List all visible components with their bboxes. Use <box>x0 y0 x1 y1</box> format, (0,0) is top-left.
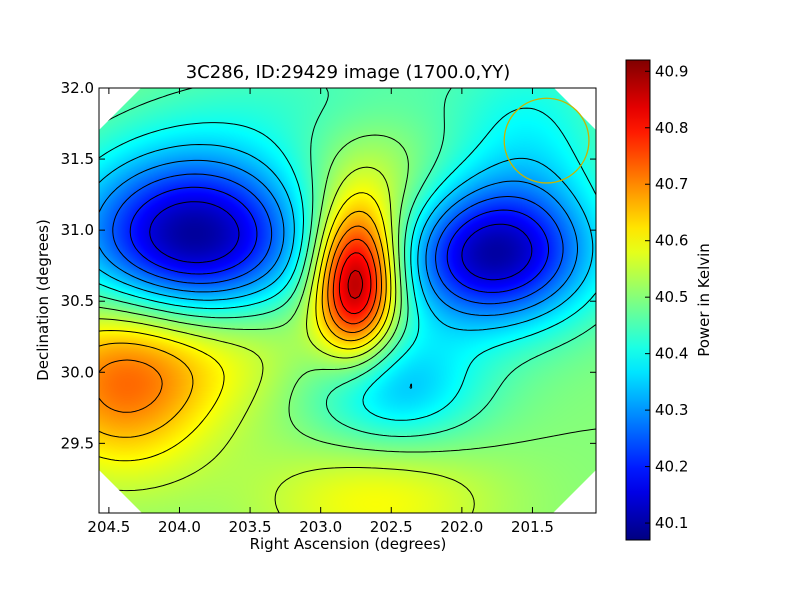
contour-level-1 <box>129 186 549 293</box>
colorbar-tick-label: 40.7 <box>655 175 688 193</box>
x-axis-title: Right Ascension (degrees) <box>250 535 447 553</box>
x-tick-label: 203.0 <box>299 518 342 536</box>
contour-level-3 <box>99 159 578 316</box>
y-tick-label: 29.5 <box>61 434 94 452</box>
contour-level-12 <box>332 238 377 325</box>
colorbar: 40.1 40.2 40.3 40.4 40.5 40.6 40.7 40.8 40.9 Pow… <box>625 59 713 541</box>
contour-level-10 <box>99 210 387 438</box>
contour-lines <box>99 88 596 513</box>
colorbar-tick-label: 40.9 <box>655 62 688 80</box>
x-axis: 204.5 204.0 203.5 203.0 202.5 202.0 201.5 <box>87 88 554 536</box>
x-tick-label: 202.5 <box>370 518 413 536</box>
contour-level-7 <box>99 134 596 453</box>
colorbar-gradient <box>625 59 651 541</box>
colorbar-tick-label: 40.4 <box>655 345 688 363</box>
colorbar-tick-label: 40.5 <box>655 288 688 306</box>
x-tick-label: 203.5 <box>229 518 272 536</box>
chart-title: 3C286, ID:29429 image (1700.0,YY) <box>186 62 511 83</box>
y-axis: 29.5 30.0 30.5 31.0 31.5 32.0 <box>61 79 596 452</box>
beam-marker-circle <box>503 97 590 184</box>
colorbar-tick-label: 40.8 <box>655 119 688 137</box>
colorbar-tick-label: 40.1 <box>655 514 688 532</box>
plot-frame <box>98 87 597 514</box>
x-tick-label: 204.5 <box>87 518 130 536</box>
contour-level-13 <box>338 252 372 315</box>
y-axis-title: Declination (degrees) <box>34 219 52 381</box>
colorbar-tick-label: 40.6 <box>655 232 688 250</box>
contour-level-0 <box>149 201 533 281</box>
contour-level-5 <box>99 107 596 421</box>
colorbar-ticks: 40.1 40.2 40.3 40.4 40.5 40.6 40.7 40.8 40.9 <box>645 62 688 532</box>
colorbar-tick-label: 40.3 <box>655 401 688 419</box>
contour-level-14 <box>347 269 364 299</box>
x-tick-label: 201.5 <box>511 518 554 536</box>
y-tick-label: 30.0 <box>61 363 94 381</box>
colorbar-label: Power in Kelvin <box>695 243 713 357</box>
heatmap-image <box>99 88 596 513</box>
contour-level-11 <box>99 225 382 413</box>
y-tick-label: 30.5 <box>61 292 94 310</box>
x-tick-label: 202.0 <box>440 518 483 536</box>
x-tick-label: 204.0 <box>158 518 201 536</box>
plot-area <box>98 87 597 514</box>
contour-level-6 <box>99 88 596 437</box>
contour-level-9 <box>99 192 392 462</box>
contour-level-8 <box>99 166 475 513</box>
y-tick-label: 31.0 <box>61 221 94 239</box>
y-tick-label: 31.5 <box>61 150 94 168</box>
contour-level-2 <box>112 173 564 305</box>
contour-level-4 <box>99 144 594 389</box>
y-tick-label: 32.0 <box>61 79 94 97</box>
colorbar-tick-label: 40.2 <box>655 458 688 476</box>
